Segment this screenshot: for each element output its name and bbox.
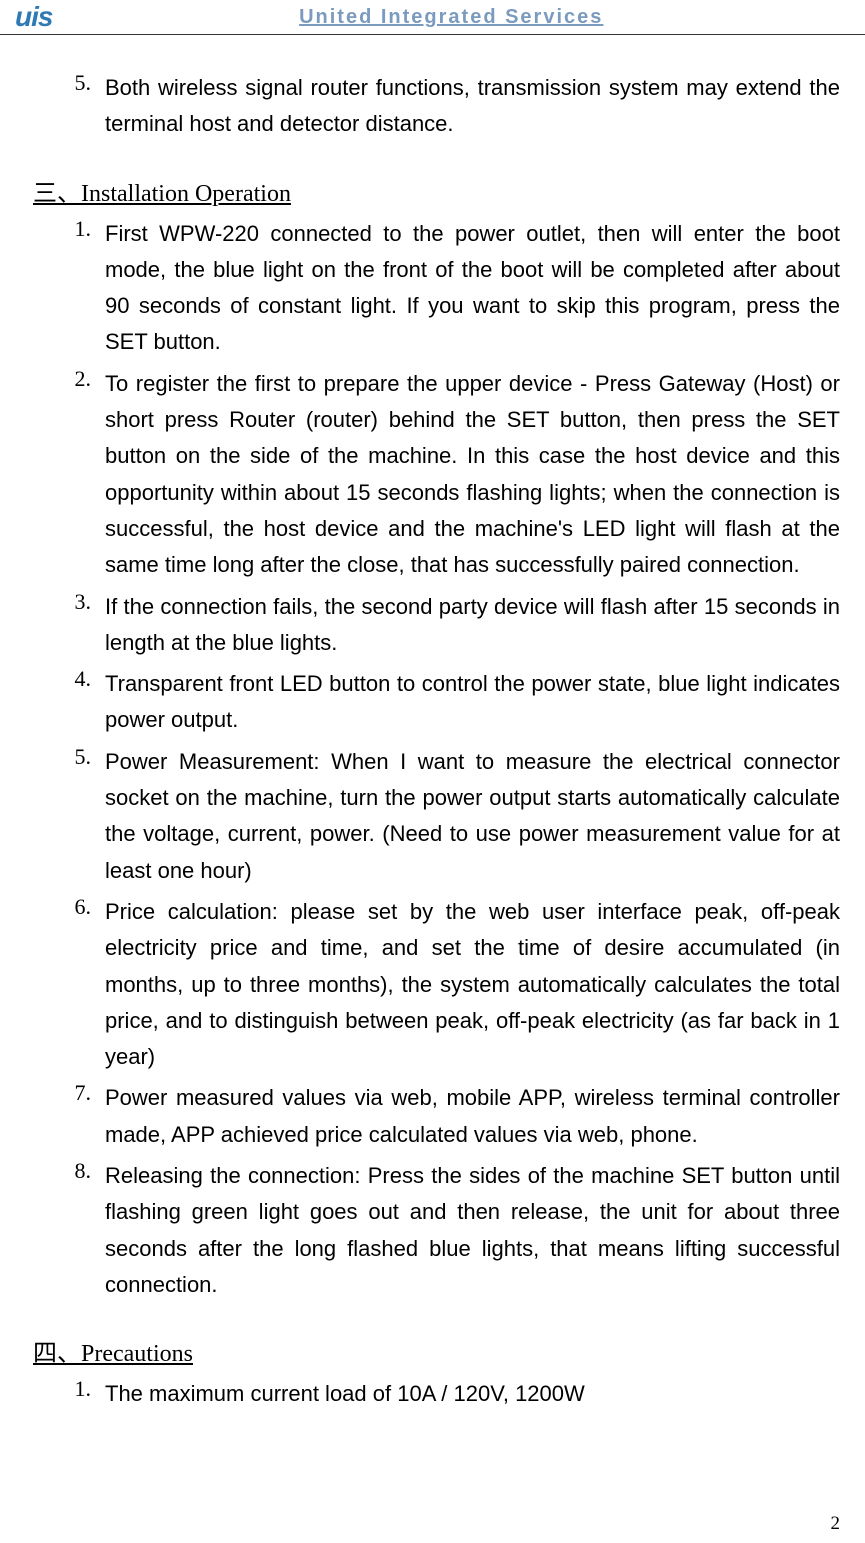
list-text: Price calculation: please set by the web…	[105, 894, 840, 1075]
list-item: 4. Transparent front LED button to contr…	[25, 666, 840, 739]
list-number: 1.	[55, 216, 105, 361]
list-text: If the connection fails, the second part…	[105, 589, 840, 662]
list-number: 7.	[55, 1080, 105, 1153]
page-content: 5. Both wireless signal router functions…	[0, 35, 865, 1413]
list-item: 7. Power measured values via web, mobile…	[25, 1080, 840, 1153]
page-number: 2	[831, 1513, 841, 1535]
list-text: Releasing the connection: Press the side…	[105, 1158, 840, 1303]
list-text: Transparent front LED button to control …	[105, 666, 840, 739]
list-number: 5.	[55, 70, 105, 143]
list-number: 2.	[55, 366, 105, 584]
logo: uis	[15, 1, 52, 33]
section-title-3: 三、Installation Operation	[33, 173, 840, 208]
list-item: 1. First WPW-220 connected to the power …	[25, 216, 840, 361]
list-text: To register the first to prepare the upp…	[105, 366, 840, 584]
list-text: Power Measurement: When I want to measur…	[105, 744, 840, 889]
section-title-4: 四、Precautions	[33, 1333, 840, 1368]
list-number: 4.	[55, 666, 105, 739]
list-number: 1.	[55, 1376, 105, 1412]
header-title: United Integrated Services	[52, 6, 850, 29]
logo-text: uis	[15, 1, 52, 33]
list-item: 1. The maximum current load of 10A / 120…	[25, 1376, 840, 1412]
list-text: Power measured values via web, mobile AP…	[105, 1080, 840, 1153]
list-item: 5. Power Measurement: When I want to mea…	[25, 744, 840, 889]
list-number: 8.	[55, 1158, 105, 1303]
page-header: uis United Integrated Services	[0, 0, 865, 35]
list-item: 8. Releasing the connection: Press the s…	[25, 1158, 840, 1303]
list-number: 5.	[55, 744, 105, 889]
list-text: First WPW-220 connected to the power out…	[105, 216, 840, 361]
list-item: 5. Both wireless signal router functions…	[25, 70, 840, 143]
list-item: 3. If the connection fails, the second p…	[25, 589, 840, 662]
list-text: The maximum current load of 10A / 120V, …	[105, 1376, 840, 1412]
list-number: 3.	[55, 589, 105, 662]
list-item: 2. To register the first to prepare the …	[25, 366, 840, 584]
list-item: 6. Price calculation: please set by the …	[25, 894, 840, 1075]
list-text: Both wireless signal router functions, t…	[105, 70, 840, 143]
list-number: 6.	[55, 894, 105, 1075]
